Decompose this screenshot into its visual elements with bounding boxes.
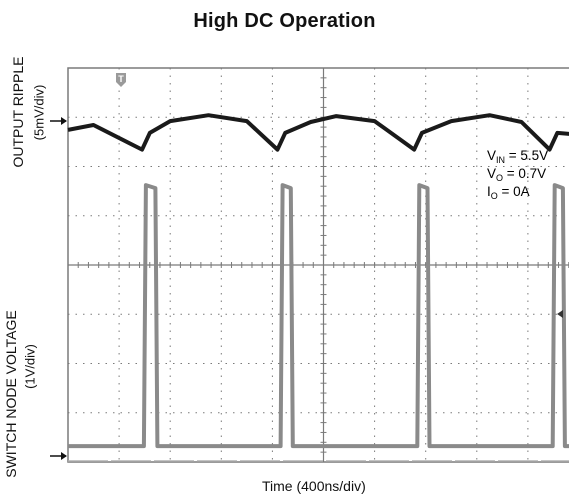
ch1-level-marker bbox=[50, 117, 67, 125]
x-axis-label: Time (400ns/div) bbox=[262, 478, 366, 494]
annotation-vin: VIN = 5.5V bbox=[487, 148, 548, 165]
switch-node-waveform bbox=[68, 183, 569, 449]
annotation-io: IO = 0A bbox=[487, 184, 530, 201]
trigger-marker-label: T bbox=[118, 74, 124, 84]
annotation-vo: VO = 0.7V bbox=[487, 166, 546, 183]
trigger-level-arrow-icon bbox=[557, 310, 563, 318]
output-ripple-trace bbox=[67, 113, 569, 152]
trigger-position-icon: T bbox=[116, 73, 126, 87]
ch2-level-marker bbox=[50, 452, 67, 460]
chart-title: High DC Operation bbox=[193, 10, 376, 32]
switch-node-trace bbox=[68, 183, 569, 462]
